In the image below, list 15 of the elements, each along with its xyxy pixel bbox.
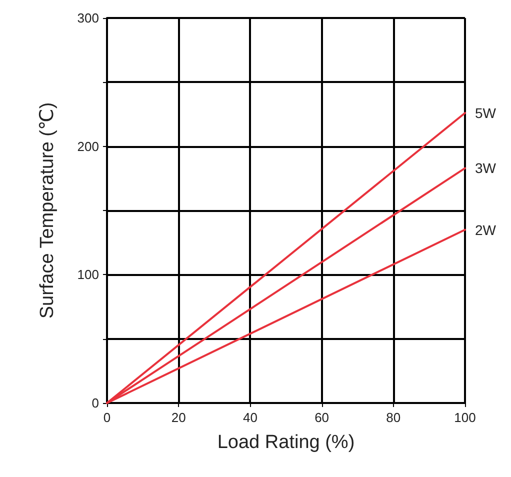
series-label: 5W (475, 104, 497, 121)
x-tick-label: 0 (103, 410, 111, 425)
y-tick-label: 100 (77, 267, 99, 282)
series-label: 2W (475, 222, 497, 238)
y-tick-label: 0 (92, 396, 99, 410)
x-tick-label: 20 (171, 410, 186, 425)
x-tick-label: 40 (242, 410, 258, 425)
series-label: 3W (475, 160, 497, 176)
x-tick-label: 100 (454, 410, 476, 425)
x-tick-label: 80 (386, 410, 401, 425)
y-axis-title: Surface Temperature (℃) (37, 102, 58, 319)
y-tick-label: 300 (77, 10, 99, 26)
y-tick-label: 200 (77, 138, 99, 154)
x-tick-label: 60 (314, 410, 330, 425)
x-axis-title: Load Rating (%) (217, 432, 355, 453)
